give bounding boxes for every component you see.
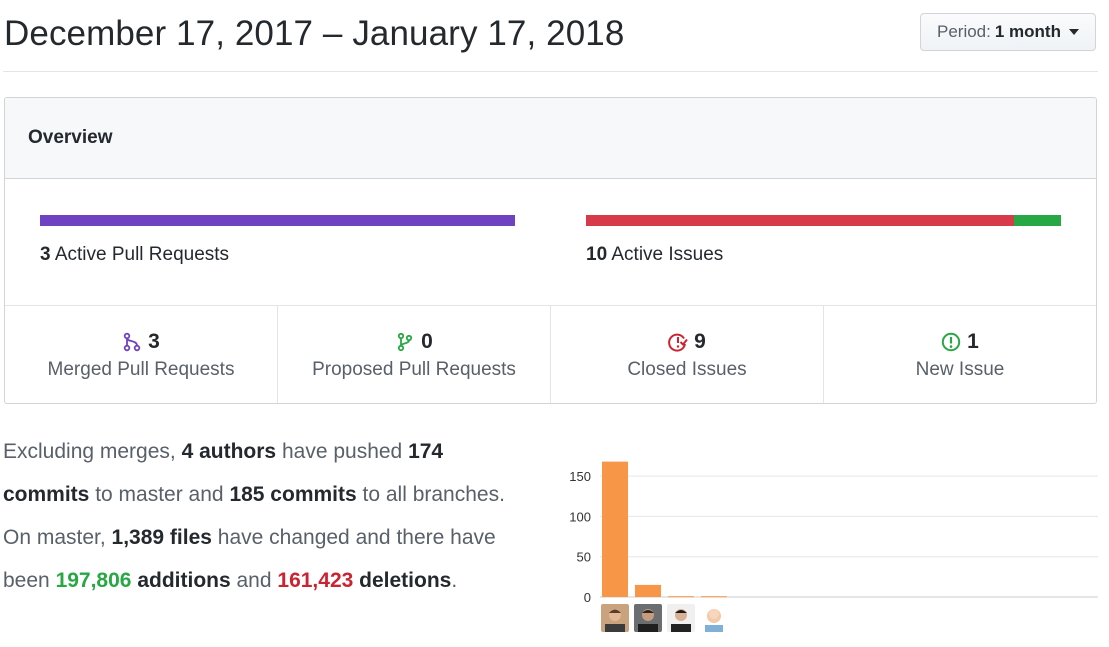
summary-text: to all branches. On master,: [3, 483, 505, 549]
additions-word: additions: [137, 569, 231, 592]
merged-pr-count: 3: [148, 330, 160, 353]
author-avatars: [601, 604, 733, 632]
avatar[interactable]: [601, 604, 629, 632]
y-tick-label: 100: [569, 509, 591, 524]
commit-summary: Excluding merges, 4 authors have pushed …: [3, 430, 523, 602]
stat-proposed-prs[interactable]: 0 Proposed Pull Requests: [278, 306, 551, 403]
chart-svg: 0 50 100 150: [569, 461, 1098, 605]
all-commits-count: 185 commits: [229, 483, 357, 506]
summary-text: have pushed: [276, 440, 409, 463]
merged-pr-label: Merged Pull Requests: [47, 359, 235, 380]
new-issues-label: New Issue: [915, 359, 1005, 380]
stat-closed-issues[interactable]: 9 Closed Issues: [551, 306, 824, 403]
deletions-count: 161,423: [277, 569, 354, 592]
caret-down-icon: [1068, 29, 1079, 35]
deletions-word: deletions: [359, 569, 452, 592]
active-issues-count: 10: [586, 244, 608, 265]
pull-requests-bar[interactable]: [40, 215, 515, 226]
commits-by-author-chart: 0 50 100 150: [550, 440, 1105, 640]
divider: [3, 71, 1098, 72]
authors-count: 4 authors: [181, 440, 277, 463]
merge-icon: [123, 332, 141, 352]
active-issues-label: Active Issues: [611, 244, 724, 265]
active-issues-link[interactable]: 10 Active Issues: [586, 244, 723, 266]
additions-count: 197,806: [55, 569, 132, 592]
proposed-pr-count: 0: [421, 330, 433, 353]
proposed-pr-label: Proposed Pull Requests: [312, 359, 516, 380]
issue-closed-icon: [668, 333, 688, 352]
y-tick-label: 50: [577, 550, 591, 565]
stats-row: 3 Merged Pull Requests 0 Proposed Pull R…: [5, 306, 1096, 403]
period-value: 1 month: [994, 22, 1061, 41]
branch-icon: [398, 332, 413, 352]
overview-panel: Overview 3 Active Pull Requests 10 Activ…: [4, 97, 1097, 404]
issue-opened-icon: [941, 332, 961, 352]
stat-new-issues[interactable]: 1 New Issue: [824, 306, 1096, 403]
summary-text: .: [451, 569, 458, 592]
files-changed-count: 1,389 files: [111, 526, 212, 549]
y-tick-label: 150: [569, 469, 591, 484]
closed-issues-segment: [586, 215, 1014, 226]
issues-bar[interactable]: [586, 215, 1061, 226]
commit-bar-3[interactable]: [668, 596, 694, 598]
summary-text: to master and: [89, 483, 230, 506]
active-pr-count: 3: [40, 244, 51, 265]
overview-bars: 3 Active Pull Requests 10 Active Issues: [5, 179, 1096, 306]
master-commits-count: 174 commits: [3, 440, 444, 506]
closed-issues-label: Closed Issues: [627, 359, 747, 380]
summary-text: and: [230, 569, 278, 592]
closed-issues-count: 9: [694, 330, 706, 353]
merged-pr-segment: [40, 215, 515, 226]
summary-text: Excluding merges,: [3, 440, 182, 463]
summary-text: have changed and there have been: [3, 526, 496, 592]
period-label: Period:: [937, 22, 991, 41]
page-title: December 17, 2017 – January 17, 2018: [4, 14, 625, 53]
overview-title: Overview: [5, 98, 1096, 179]
active-pull-requests-link[interactable]: 3 Active Pull Requests: [40, 244, 229, 266]
active-pr-label: Active Pull Requests: [54, 244, 230, 265]
new-issues-segment: [1013, 215, 1061, 226]
y-tick-label: 0: [584, 590, 591, 605]
period-dropdown-button[interactable]: Period: 1 month: [920, 13, 1096, 51]
commit-bar-2[interactable]: [635, 584, 661, 597]
avatar[interactable]: [634, 604, 662, 632]
avatar[interactable]: [667, 604, 695, 632]
commit-bar-1[interactable]: [602, 461, 628, 597]
stat-merged-prs[interactable]: 3 Merged Pull Requests: [5, 306, 278, 403]
new-issues-count: 1: [967, 330, 979, 353]
avatar[interactable]: [700, 604, 728, 632]
commit-bar-4[interactable]: [701, 596, 727, 598]
